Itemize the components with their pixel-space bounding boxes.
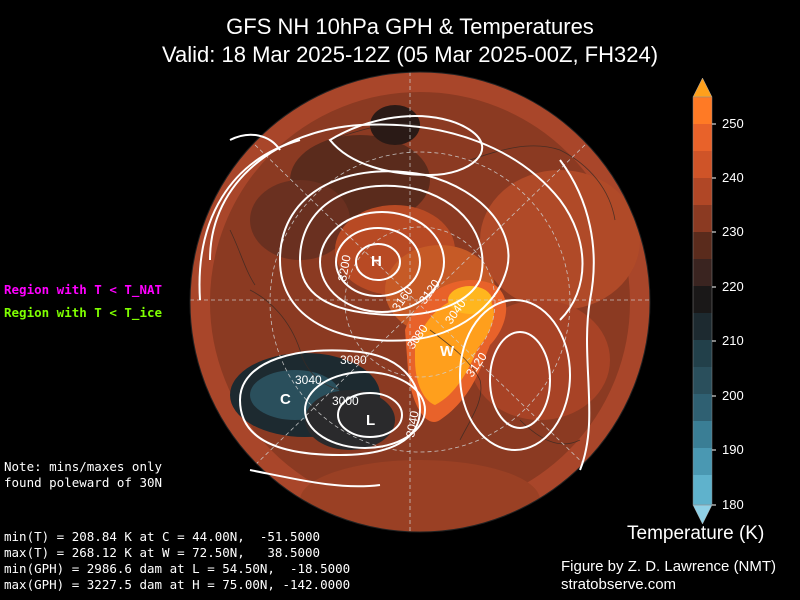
extrema-markers: H L C W bbox=[280, 253, 455, 429]
marker-high: H bbox=[371, 253, 382, 270]
colorbar-tick-label: 230 bbox=[722, 224, 744, 239]
colorbar-tick-label: 220 bbox=[722, 279, 744, 294]
contour-label: 3080 bbox=[340, 353, 367, 367]
contour-label: 3200 bbox=[335, 253, 353, 282]
colorbar-title: Temperature (K) bbox=[627, 523, 765, 544]
title-line-2: Valid: 18 Mar 2025-12Z (05 Mar 2025-00Z,… bbox=[161, 42, 659, 67]
contour-label: 3040 bbox=[403, 409, 421, 438]
colorbar-tick-label: 210 bbox=[722, 333, 744, 348]
graticule bbox=[190, 72, 650, 532]
legend-ice: Region with T < T_ice bbox=[4, 305, 163, 320]
title-line-1: GFS NH 10hPa GPH & Temperatures bbox=[226, 14, 594, 39]
colorbar-tick-label: 200 bbox=[722, 388, 744, 403]
colorbar bbox=[692, 77, 716, 525]
stat-min-gph: min(GPH) = 2986.6 dam at L = 54.50N, -18… bbox=[4, 561, 351, 576]
colorbar-tick-label: 190 bbox=[722, 442, 744, 457]
note-line-1: Note: mins/maxes only bbox=[4, 459, 163, 474]
credit-site: stratobserve.com bbox=[561, 576, 677, 593]
note-line-2: found poleward of 30N bbox=[4, 475, 163, 490]
colorbar-tick-label: 250 bbox=[722, 116, 744, 131]
contour-label: 3040 bbox=[295, 373, 322, 387]
colorbar-tick-label: 180 bbox=[722, 497, 744, 512]
stat-max-temp: max(T) = 268.12 K at W = 72.50N, 38.5000 bbox=[4, 545, 321, 560]
stat-min-temp: min(T) = 208.84 K at C = 44.00N, -51.500… bbox=[4, 529, 321, 544]
marker-warm: W bbox=[440, 343, 455, 360]
credit-author: Figure by Z. D. Lawrence (NMT) bbox=[561, 558, 777, 575]
marker-low: L bbox=[366, 412, 375, 429]
legend-nat: Region with T < T_NAT bbox=[4, 282, 163, 297]
colorbar-tick-label: 240 bbox=[722, 170, 744, 185]
contour-label: 3000 bbox=[332, 394, 359, 408]
stat-max-gph: max(GPH) = 3227.5 dam at H = 75.00N, -14… bbox=[4, 577, 351, 592]
marker-cold: C bbox=[280, 391, 291, 408]
gph-contours bbox=[198, 115, 595, 488]
